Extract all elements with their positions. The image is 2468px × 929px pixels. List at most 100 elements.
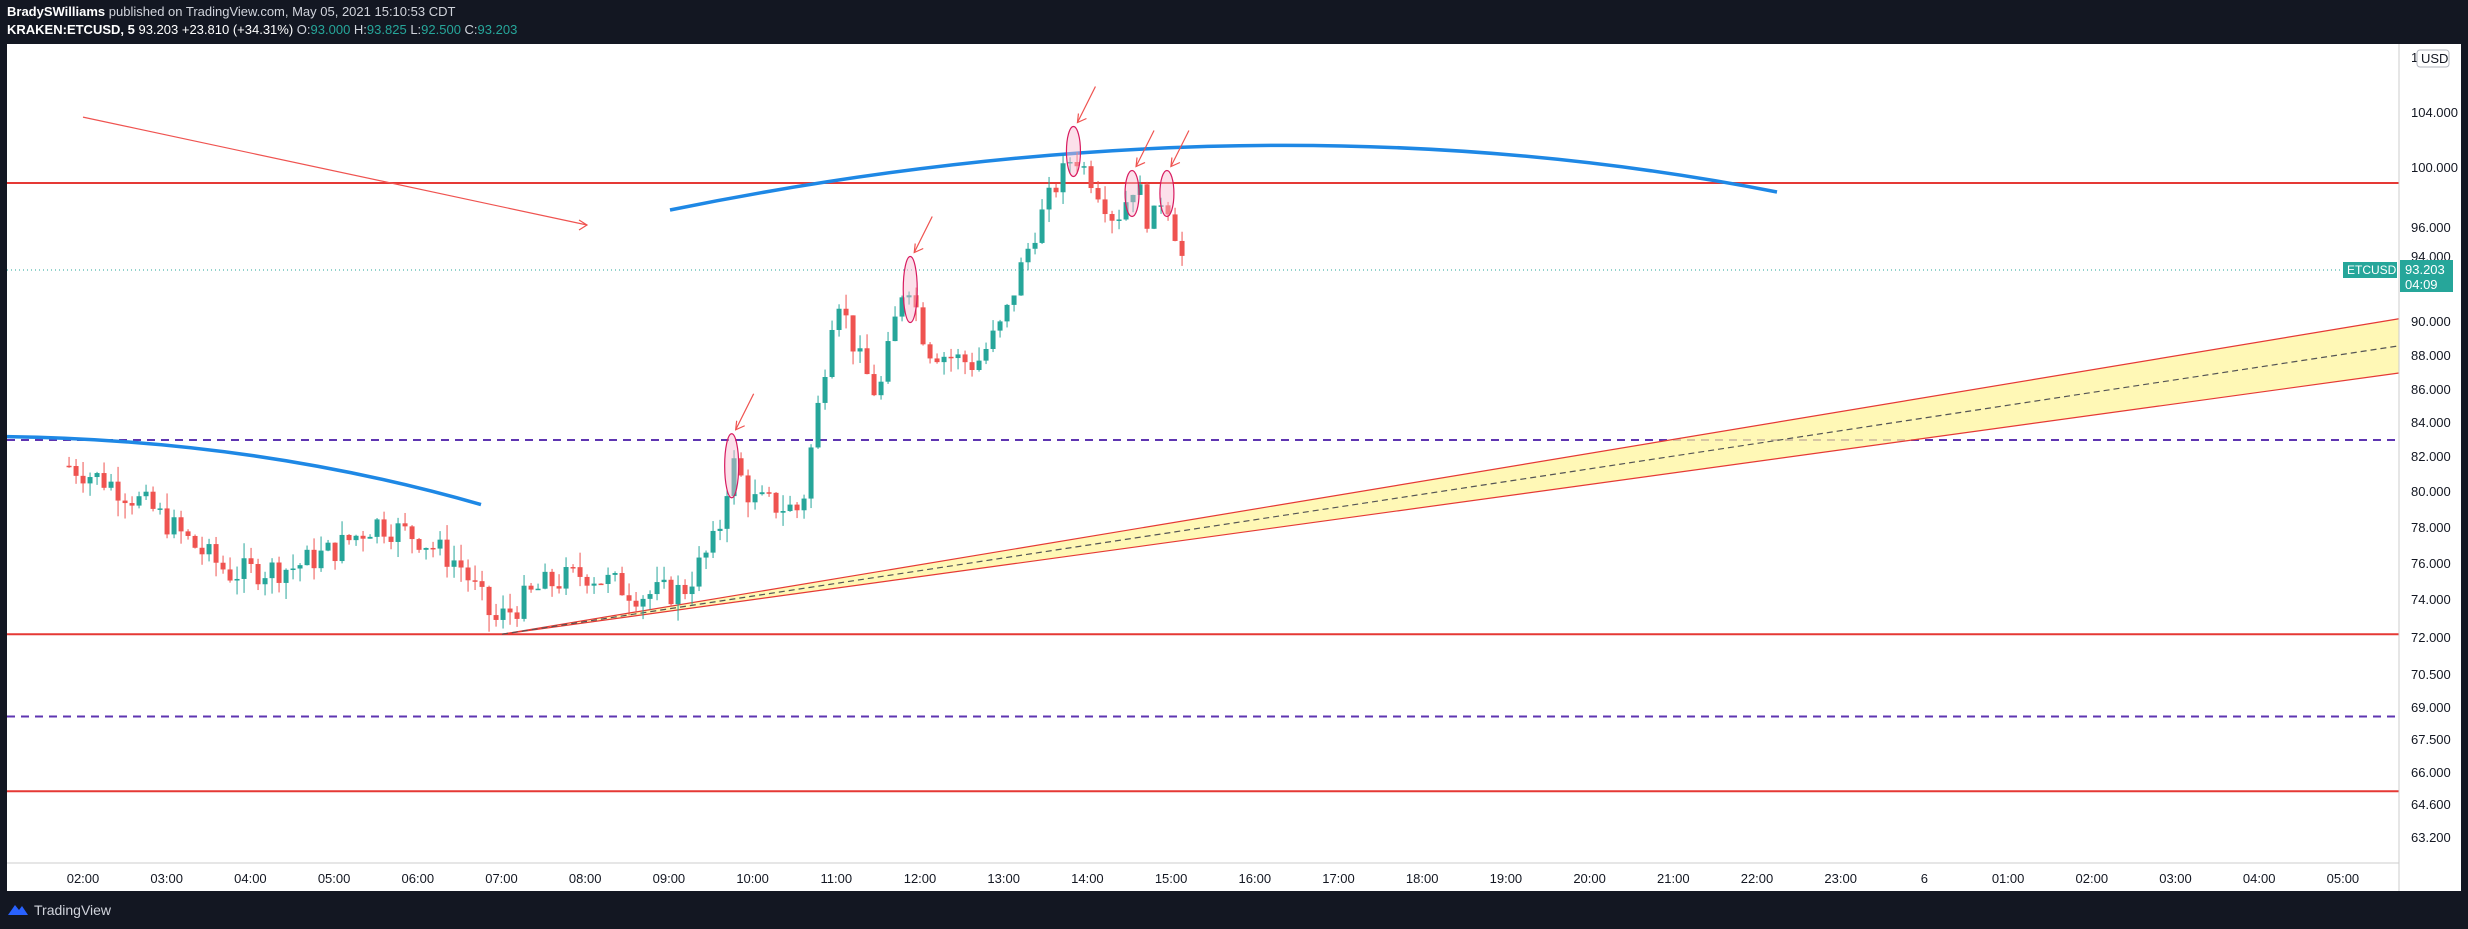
price-tick-label: 63.200 bbox=[2411, 830, 2451, 845]
candle-body bbox=[1046, 187, 1052, 210]
candle-body bbox=[710, 530, 716, 553]
candle-body bbox=[717, 528, 723, 531]
chart-area[interactable]: 104.000 100.000 96.000 94.000 90.000 88.000 86… bbox=[7, 44, 2461, 891]
candle-body bbox=[780, 511, 786, 513]
candle-body bbox=[395, 523, 401, 542]
candle-body bbox=[318, 550, 324, 569]
candle-body bbox=[1165, 205, 1171, 215]
candle-body bbox=[605, 574, 611, 585]
candle-body bbox=[983, 348, 989, 361]
candle-body bbox=[962, 354, 968, 363]
candle-body bbox=[108, 481, 114, 488]
time-tick-label: 04:00 bbox=[2243, 871, 2276, 886]
candle-body bbox=[1151, 205, 1157, 229]
candle-body bbox=[612, 573, 618, 575]
highlight-ellipse bbox=[902, 255, 918, 324]
candle-body bbox=[241, 558, 247, 579]
candle-body bbox=[990, 330, 996, 349]
candle-body bbox=[381, 519, 387, 537]
candle-body bbox=[836, 308, 842, 330]
price-chart[interactable]: 104.000100.00096.00094.00090.00088.00086… bbox=[7, 44, 2461, 891]
annotations-layer bbox=[724, 86, 1190, 499]
candle-body bbox=[1109, 214, 1115, 221]
candle-body bbox=[521, 585, 527, 619]
candle-body bbox=[1025, 248, 1031, 263]
candle-body bbox=[115, 481, 121, 501]
open-label: O: bbox=[296, 22, 311, 37]
tradingview-brand[interactable]: TradingView bbox=[34, 902, 112, 918]
candle-body bbox=[1116, 219, 1122, 221]
candle-body bbox=[339, 534, 345, 562]
candle-body bbox=[332, 542, 338, 562]
candle-body bbox=[192, 535, 198, 548]
candle-body bbox=[885, 341, 891, 382]
candle-body bbox=[514, 612, 520, 619]
candle-body bbox=[899, 297, 905, 317]
candle-body bbox=[1137, 184, 1143, 195]
candle-body bbox=[178, 517, 184, 532]
candle-body bbox=[1130, 194, 1136, 203]
candle-body bbox=[423, 547, 429, 550]
candle-body bbox=[1074, 162, 1080, 167]
publish-date: published on TradingView.com, May 05, 20… bbox=[108, 4, 456, 19]
tradingview-logo-icon[interactable] bbox=[7, 901, 29, 917]
price-tick-label: 82.000 bbox=[2411, 449, 2451, 464]
pointer-arrow-head bbox=[1076, 113, 1087, 124]
channel-upper-line bbox=[501, 318, 2400, 635]
time-tick-label: 21:00 bbox=[1657, 871, 1690, 886]
price-tick-label: 64.600 bbox=[2411, 797, 2451, 812]
candle-body bbox=[570, 567, 576, 569]
time-tick-label: 06:00 bbox=[402, 871, 435, 886]
candle-body bbox=[479, 581, 485, 587]
pointer-arrow-head bbox=[1135, 157, 1146, 168]
pointer-arrow-line bbox=[735, 393, 755, 431]
candle-body bbox=[199, 547, 205, 555]
channel-lower-line bbox=[501, 372, 2400, 635]
high-value: 93.825 bbox=[366, 22, 407, 37]
candle-body bbox=[402, 523, 408, 527]
candle-body bbox=[437, 539, 443, 549]
time-tick-label: 09:00 bbox=[653, 871, 686, 886]
author-name[interactable]: BradySWilliams bbox=[7, 4, 106, 19]
symbol-label[interactable]: KRAKEN:ETCUSD, 5 bbox=[7, 22, 135, 37]
pointer-arrow-head bbox=[1170, 157, 1181, 168]
candle-body bbox=[689, 586, 695, 595]
candle-body bbox=[367, 536, 373, 539]
candle-body bbox=[1081, 166, 1087, 168]
highlight-ellipse bbox=[724, 433, 740, 499]
candle-body bbox=[661, 579, 667, 583]
candle-body bbox=[920, 307, 926, 345]
time-tick-label: 12:00 bbox=[904, 871, 937, 886]
candle-body bbox=[556, 586, 562, 589]
candle-body bbox=[164, 508, 170, 535]
time-tick-label: 02:00 bbox=[2076, 871, 2109, 886]
candle-body bbox=[927, 344, 933, 359]
candle-body bbox=[360, 535, 366, 539]
price-tick-label: 76.000 bbox=[2411, 556, 2451, 571]
price-tick-label: 104.000 bbox=[2411, 105, 2458, 120]
candle-body bbox=[549, 571, 555, 587]
chart-header: BradySWilliams published on TradingView.… bbox=[0, 0, 2468, 44]
candle-body bbox=[633, 600, 639, 607]
candle-body bbox=[857, 348, 863, 352]
candle-body bbox=[654, 582, 660, 595]
time-tick-label: 08:00 bbox=[569, 871, 602, 886]
time-tick-label: 22:00 bbox=[1741, 871, 1774, 886]
candles-layer bbox=[66, 152, 1185, 632]
candle-body bbox=[1102, 199, 1108, 215]
candle-body bbox=[1088, 166, 1094, 189]
candle-body bbox=[136, 496, 142, 506]
candle-body bbox=[675, 584, 681, 605]
time-tick-label: 04:00 bbox=[234, 871, 267, 886]
candle-body bbox=[122, 500, 128, 504]
candle-body bbox=[696, 557, 702, 587]
candle-body bbox=[297, 565, 303, 569]
candle-body bbox=[458, 560, 464, 568]
currency-badge bbox=[2416, 49, 2450, 68]
chart-background bbox=[7, 44, 2461, 891]
candle-body bbox=[801, 498, 807, 511]
candle-body bbox=[227, 569, 233, 581]
candle-body bbox=[374, 519, 380, 537]
candle-body bbox=[864, 348, 870, 375]
trend-arrow-line bbox=[82, 116, 588, 226]
